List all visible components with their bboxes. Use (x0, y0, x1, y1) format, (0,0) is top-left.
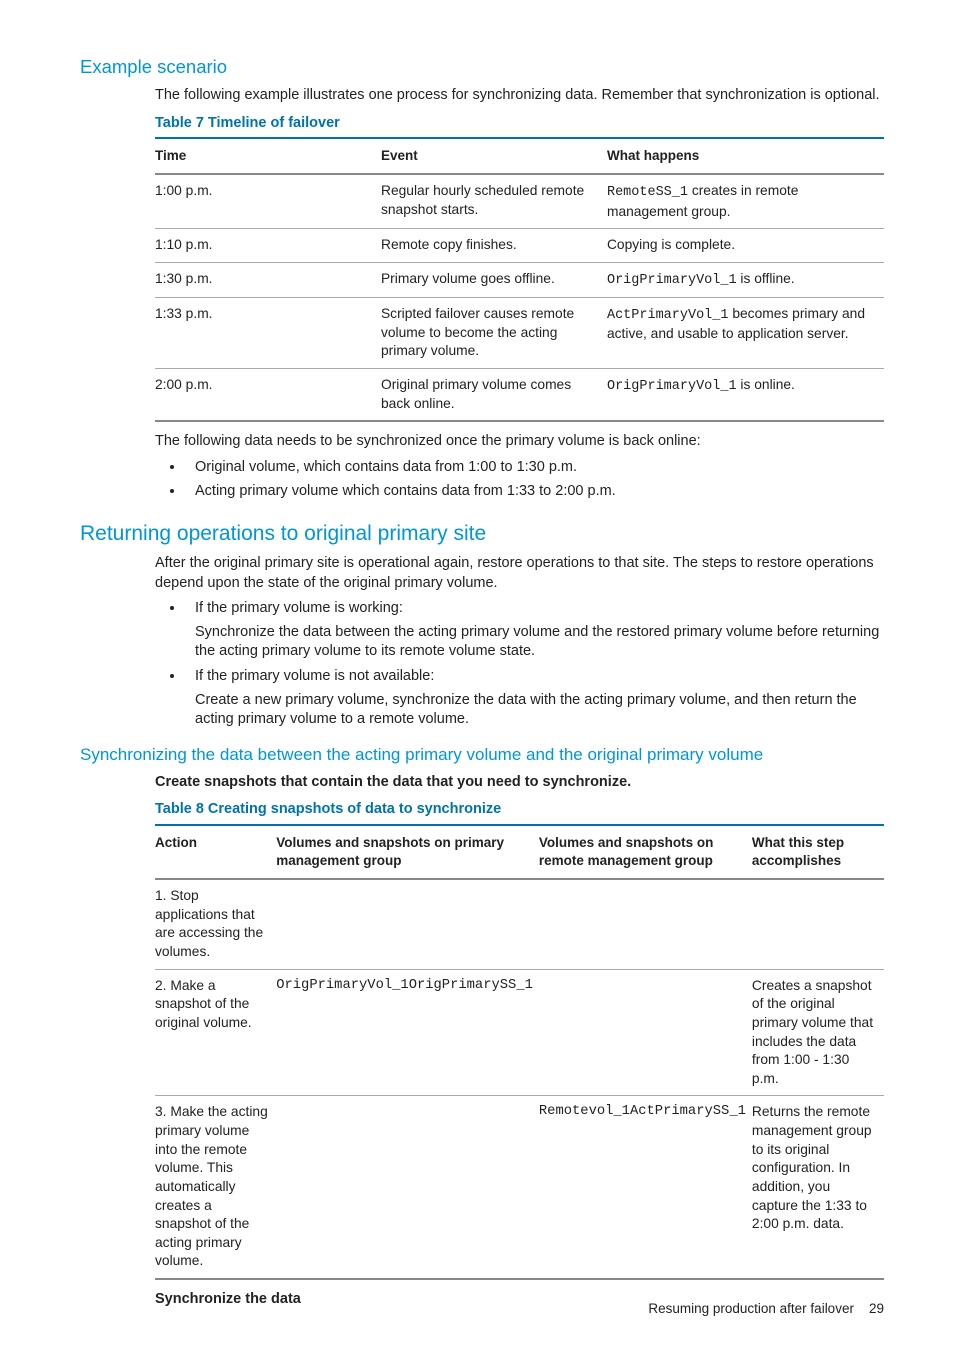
footer-text: Resuming production after failover (648, 1301, 854, 1316)
table-row: 2:00 p.m. Original primary volume comes … (155, 368, 884, 421)
cell-what: OrigPrimaryVol_1 is offline. (607, 262, 884, 297)
cell-remote (539, 969, 752, 1096)
cell-primary: OrigPrimaryVol_1OrigPrimarySS_1 (276, 969, 539, 1096)
cell-primary (276, 879, 539, 969)
cell-time: 1:10 p.m. (155, 229, 381, 263)
cell-action: 3. Make the acting primary volume into t… (155, 1096, 276, 1279)
table7-col-time: Time (155, 138, 381, 174)
cell-event: Remote copy finishes. (381, 229, 607, 263)
table-row: 2. Make a snapshot of the original volum… (155, 969, 884, 1096)
bullet-head: If the primary volume is not available: (195, 668, 434, 684)
return-bullet-list: If the primary volume is working: Synchr… (155, 599, 884, 729)
cell-event: Primary volume goes offline. (381, 262, 607, 297)
sync-bullet-list: Original volume, which contains data fro… (155, 458, 884, 502)
paragraph-return-intro: After the original primary site is opera… (155, 554, 884, 593)
heading-returning-operations: Returning operations to original primary… (80, 520, 884, 548)
footer-page-number: 29 (869, 1301, 884, 1316)
cell-what: OrigPrimaryVol_1 is online. (607, 368, 884, 421)
table8-col-action: Action (155, 825, 276, 879)
paragraph-sync-lead: The following data needs to be synchroni… (155, 432, 884, 452)
cell-event: Original primary volume comes back onlin… (381, 368, 607, 421)
paragraph-sync-bold: Create snapshots that contain the data t… (155, 773, 884, 793)
table8-title: Table 8 Creating snapshots of data to sy… (155, 800, 884, 820)
document-page: Example scenario The following example i… (0, 0, 954, 1354)
table-row: 1:30 p.m. Primary volume goes offline. O… (155, 262, 884, 297)
cell-primary (276, 1096, 539, 1279)
list-item: Original volume, which contains data fro… (185, 458, 884, 478)
cell-event: Scripted failover causes remote volume t… (381, 298, 607, 369)
cell-action: 1. Stop applications that are accessing … (155, 879, 276, 969)
table8-col-primary: Volumes and snapshots on primary managem… (276, 825, 539, 879)
cell-action: 2. Make a snapshot of the original volum… (155, 969, 276, 1096)
heading-synchronizing-data: Synchronizing the data between the actin… (80, 744, 884, 767)
cell-remote (539, 879, 752, 969)
table-row: 1. Stop applications that are accessing … (155, 879, 884, 969)
table8-snapshots: Action Volumes and snapshots on primary … (155, 824, 884, 1280)
list-item: If the primary volume is not available: … (185, 667, 884, 730)
cell-what: RemoteSS_1 creates in remote management … (607, 174, 884, 228)
table-row: 1:00 p.m. Regular hourly scheduled remot… (155, 174, 884, 228)
table-row: 1:10 p.m. Remote copy finishes. Copying … (155, 229, 884, 263)
bullet-body: Synchronize the data between the acting … (195, 623, 884, 662)
cell-remote: Remotevol_1ActPrimarySS_1 (539, 1096, 752, 1279)
bullet-body: Create a new primary volume, synchronize… (195, 691, 884, 730)
cell-acc: Returns the remote management group to i… (752, 1096, 884, 1279)
cell-time: 1:00 p.m. (155, 174, 381, 228)
table7-title: Table 7 Timeline of failover (155, 114, 884, 134)
paragraph-example-intro: The following example illustrates one pr… (155, 86, 884, 106)
table7-col-what: What happens (607, 138, 884, 174)
cell-what: Copying is complete. (607, 229, 884, 263)
list-item: If the primary volume is working: Synchr… (185, 599, 884, 662)
table-row: 3. Make the acting primary volume into t… (155, 1096, 884, 1279)
cell-what: ActPrimaryVol_1 becomes primary and acti… (607, 298, 884, 369)
table8-col-remote: Volumes and snapshots on remote manageme… (539, 825, 752, 879)
cell-acc: Creates a snapshot of the original prima… (752, 969, 884, 1096)
cell-event: Regular hourly scheduled remote snapshot… (381, 174, 607, 228)
cell-time: 1:33 p.m. (155, 298, 381, 369)
cell-time: 2:00 p.m. (155, 368, 381, 421)
bullet-head: If the primary volume is working: (195, 600, 403, 616)
heading-example-scenario: Example scenario (80, 55, 884, 80)
table7-col-event: Event (381, 138, 607, 174)
cell-time: 1:30 p.m. (155, 262, 381, 297)
cell-acc (752, 879, 884, 969)
table7-timeline: Time Event What happens 1:00 p.m. Regula… (155, 137, 884, 422)
table8-col-accomplishes: What this step accomplishes (752, 825, 884, 879)
page-footer: Resuming production after failover 29 (648, 1300, 884, 1318)
table-row: 1:33 p.m. Scripted failover causes remot… (155, 298, 884, 369)
list-item: Acting primary volume which contains dat… (185, 482, 884, 502)
